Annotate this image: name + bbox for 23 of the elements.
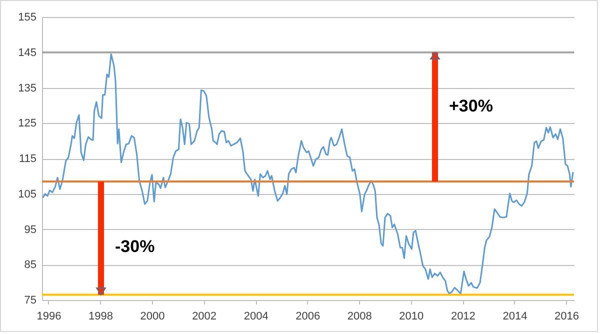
y-tick-label: 135 [18,82,36,94]
x-tick-label: 2016 [554,310,579,322]
y-tick-label: 155 [18,12,36,24]
x-tick-label: 2010 [399,310,424,322]
annotation: +30% [449,96,493,116]
x-tick-label: 2012 [450,310,476,322]
x-tick-label: 2014 [502,310,528,322]
x-tick-label: 2004 [244,310,268,322]
y-tick-label: 145 [18,46,36,59]
x-tick-label: 2006 [296,310,320,322]
y-tick-label: 125 [18,118,36,130]
line-series [42,53,574,294]
x-tick-label: 2002 [192,310,217,322]
y-tick-label: 105 [18,188,36,200]
annotation: -30% [115,236,155,256]
y-tick-label: 115 [18,153,36,165]
y-tick-label: 75 [24,294,36,306]
y-tick-label: 85 [24,259,36,272]
x-tick-label: 2000 [140,310,165,322]
x-tick-label: 2008 [347,310,372,322]
x-tick-label: 1998 [88,310,113,322]
y-tick-label: 95 [24,224,36,236]
x-tick-label: 1996 [36,310,62,322]
